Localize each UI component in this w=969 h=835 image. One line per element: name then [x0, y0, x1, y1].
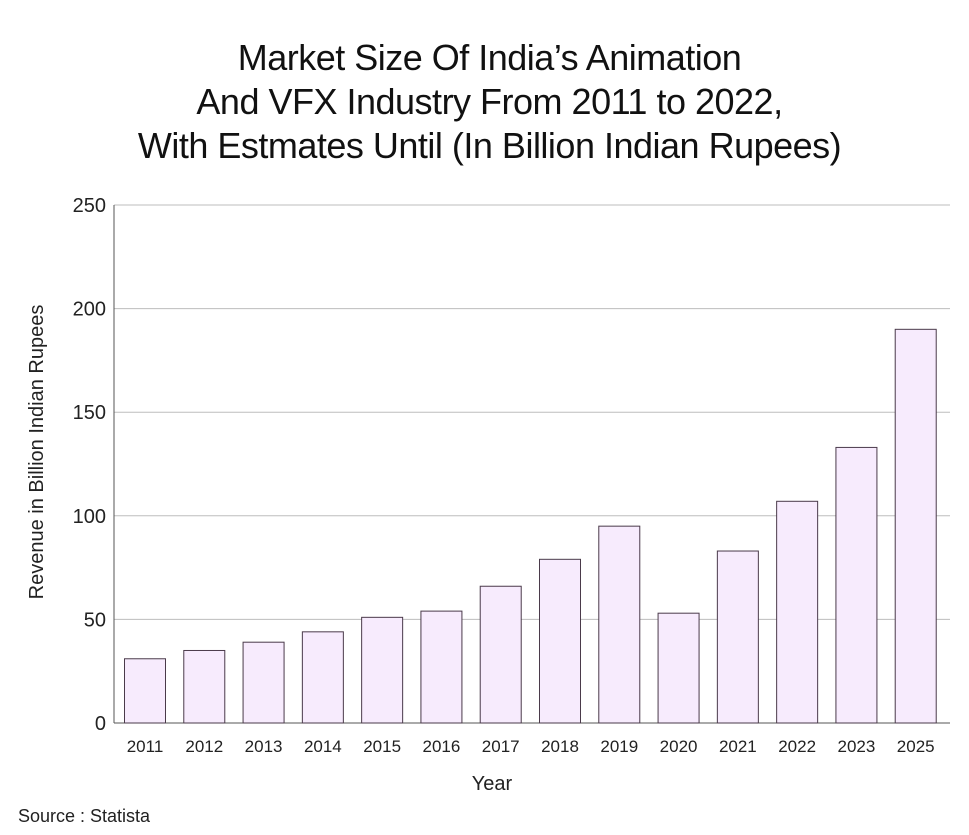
x-tick-label-2015: 2015	[363, 737, 401, 756]
y-axis-label: Revenue in Billion Indian Rupees	[26, 305, 48, 600]
x-tick-label-2011: 2011	[127, 737, 164, 756]
chart-title-line-3: With Estmates Until (In Billion Indian R…	[137, 125, 842, 166]
x-tick-label-2022: 2022	[778, 737, 816, 756]
y-tick-label-200: 200	[73, 299, 106, 321]
x-tick-label-2012: 2012	[185, 737, 223, 756]
y-tick-label-100: 100	[73, 506, 106, 528]
bar-2021	[716, 550, 759, 724]
bar-2022	[776, 500, 819, 724]
gridlines	[114, 204, 950, 724]
x-tick-label-2019: 2019	[600, 737, 638, 756]
y-tick-label-0: 0	[95, 713, 106, 735]
bar-2023	[835, 446, 878, 724]
bar-2020	[657, 612, 700, 724]
bar-2011	[124, 658, 166, 724]
bar-2025	[894, 328, 937, 724]
bars	[124, 328, 937, 724]
x-tick-label-2017: 2017	[482, 737, 520, 756]
bar-2019	[598, 525, 641, 724]
bar-2015	[361, 616, 404, 724]
chart-title-line-2: And VFX Industry From 2011 to 2022,	[196, 81, 783, 122]
x-tick-label-2016: 2016	[423, 737, 461, 756]
chart-title-line-1: Market Size Of India’s Animation	[237, 37, 742, 78]
x-tick-label-2020: 2020	[660, 737, 698, 756]
x-tick-label-2014: 2014	[304, 737, 342, 756]
x-tick-label-2018: 2018	[541, 737, 579, 756]
y-tick-label-150: 150	[73, 402, 106, 424]
bar-2016	[420, 610, 463, 724]
bar-2018	[539, 558, 581, 724]
x-tick-label-2021: 2021	[719, 737, 757, 756]
x-axis-ticks: 2011 2012 2013 2014 2015 2016 2017 2018 2019 2020…	[127, 737, 935, 756]
bar-2013	[242, 641, 285, 724]
x-tick-label-2025: 2025	[897, 737, 935, 756]
x-tick-label-2023: 2023	[838, 737, 876, 756]
source-note: Source : Statista	[18, 806, 151, 826]
bar-2014	[301, 631, 344, 724]
x-axis-label: Year	[472, 773, 513, 795]
y-axis-ticks: 0 50 100 150 200 250	[73, 195, 106, 735]
y-tick-label-250: 250	[73, 195, 106, 217]
x-tick-label-2013: 2013	[245, 737, 283, 756]
bar-2012	[183, 649, 226, 724]
bar-2017	[479, 585, 522, 724]
chart-title: Market Size Of India’s Animation And VFX…	[0, 36, 969, 168]
y-tick-label-50: 50	[84, 609, 106, 631]
